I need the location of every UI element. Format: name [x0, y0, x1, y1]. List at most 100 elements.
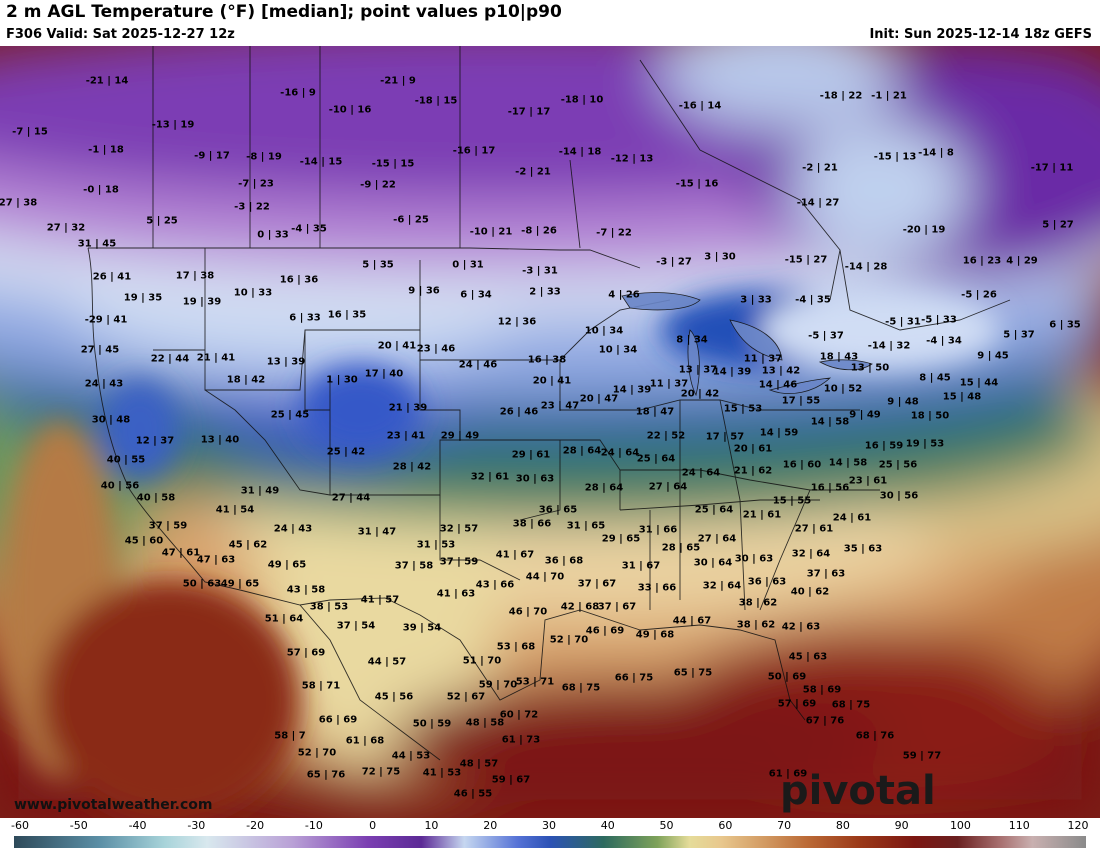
point-value: 1 | 30 — [326, 374, 358, 386]
point-value: 58 | 7 — [274, 730, 306, 742]
color-scale-label: 70 — [777, 819, 792, 832]
point-value: 50 | 59 — [412, 718, 452, 730]
point-value: 45 | 56 — [374, 691, 414, 703]
point-value: 8 | 34 — [676, 334, 708, 346]
color-scale-label: 50 — [659, 819, 674, 832]
point-value: 44 | 67 — [672, 615, 712, 627]
point-value: -18 | 10 — [560, 94, 604, 106]
point-value: 25 | 56 — [878, 459, 918, 471]
init-time: Init: Sun 2025-12-14 18z GEFS — [869, 27, 1092, 42]
point-value: 37 | 58 — [394, 560, 434, 572]
point-value: 46 | 69 — [585, 625, 625, 637]
point-value: 19 | 35 — [123, 292, 163, 304]
point-value: 36 | 65 — [538, 504, 578, 516]
point-value: 15 | 53 — [723, 403, 763, 415]
point-value: 18 | 42 — [226, 374, 266, 386]
point-value: 61 | 68 — [345, 735, 385, 747]
point-value: 72 | 75 — [361, 766, 401, 778]
point-value: 15 | 48 — [942, 391, 982, 403]
color-scale-label: 30 — [542, 819, 556, 832]
point-value: 51 | 70 — [462, 655, 502, 667]
point-value: 45 | 62 — [228, 539, 268, 551]
point-value: 38 | 66 — [512, 518, 552, 530]
point-value: 52 | 70 — [549, 634, 589, 646]
color-scale-label: 60 — [718, 819, 733, 832]
point-value: 21 | 62 — [733, 465, 773, 477]
point-value: 48 | 58 — [465, 717, 505, 729]
point-value: -14 | 8 — [918, 147, 954, 159]
point-value: 61 | 69 — [768, 768, 808, 780]
point-value: 32 | 61 — [470, 471, 510, 483]
point-value: 29 | 49 — [440, 430, 480, 442]
temperature-map: -21 | 14 -16 | 9 -21 | 9 -18 | 15 -18 | 10 -1… — [0, 46, 1100, 818]
point-value: 50 | 63 — [182, 578, 222, 590]
point-value: 68 | 76 — [855, 730, 895, 742]
color-scale-label: 90 — [894, 819, 909, 832]
point-value: -3 | 27 — [656, 256, 692, 268]
color-scale-label: 80 — [835, 819, 850, 832]
point-value: 52 | 67 — [446, 691, 486, 703]
point-value: 6 | 35 — [1049, 319, 1081, 331]
point-value: 60 | 72 — [499, 709, 539, 721]
color-scale-label: 120 — [1067, 819, 1089, 832]
point-value: 44 | 70 — [525, 571, 565, 583]
point-value: 27 | 38 — [0, 197, 38, 209]
point-value: 41 | 54 — [215, 504, 255, 516]
point-value: 31 | 45 — [77, 238, 117, 250]
point-value: 18 | 43 — [819, 351, 859, 363]
point-value: 43 | 58 — [286, 584, 326, 596]
point-value: -5 | 31 — [885, 316, 921, 328]
point-value: 59 | 70 — [478, 679, 518, 691]
point-value: 23 | 47 — [540, 400, 580, 412]
point-value: 16 | 59 — [864, 440, 904, 452]
point-value: 23 | 46 — [416, 343, 456, 355]
point-value: 51 | 64 — [264, 613, 304, 625]
point-value: 57 | 69 — [286, 647, 326, 659]
point-value: 5 | 25 — [146, 215, 178, 227]
point-value: 58 | 71 — [301, 680, 341, 692]
point-value: 28 | 65 — [661, 542, 701, 554]
point-value: 24 | 64 — [681, 467, 721, 479]
color-scale-label: -30 — [187, 819, 206, 832]
point-value: 12 | 37 — [135, 435, 175, 447]
point-value: 16 | 35 — [327, 309, 367, 321]
brand-watermark: pivotal weather — [780, 768, 966, 818]
point-value: -5 | 26 — [961, 289, 997, 301]
temperature-field — [0, 46, 1100, 818]
point-value: 9 | 45 — [977, 350, 1009, 362]
point-value: 25 | 42 — [326, 446, 366, 458]
point-value: 11 | 37 — [743, 353, 783, 365]
point-value: 14 | 39 — [612, 384, 652, 396]
point-value: -21 | 14 — [85, 75, 129, 87]
point-value: 26 | 46 — [499, 406, 539, 418]
point-value: 14 | 58 — [828, 457, 868, 469]
point-value: 22 | 52 — [646, 430, 686, 442]
point-value: 38 | 53 — [309, 601, 349, 613]
point-value: 49 | 65 — [267, 559, 307, 571]
point-value: -17 | 11 — [1030, 162, 1074, 174]
point-value: 40 | 55 — [106, 454, 146, 466]
color-scale-label: -50 — [69, 819, 88, 832]
color-scale-bar — [14, 836, 1086, 848]
point-value: 40 | 58 — [136, 492, 176, 504]
point-value: -17 | 17 — [507, 106, 551, 118]
point-value: 37 | 63 — [806, 568, 846, 580]
point-value: -14 | 32 — [867, 340, 911, 352]
point-value: -7 | 15 — [12, 126, 48, 138]
point-value: 37 | 67 — [577, 578, 617, 590]
point-value: 38 | 62 — [738, 597, 778, 609]
point-value: -21 | 9 — [380, 75, 416, 87]
point-value: 31 | 53 — [416, 539, 456, 551]
point-value: 13 | 37 — [678, 364, 718, 376]
point-value: -1 | 18 — [88, 144, 124, 156]
point-value: -5 | 37 — [808, 330, 844, 342]
point-value: -8 | 26 — [521, 225, 557, 237]
point-value: 10 | 33 — [233, 287, 273, 299]
point-value: -5 | 33 — [921, 314, 957, 326]
point-value: 6 | 33 — [289, 312, 321, 324]
point-value: -18 | 22 — [819, 90, 863, 102]
point-value: 33 | 66 — [637, 582, 677, 594]
point-value: -15 | 15 — [371, 158, 415, 170]
point-value: 22 | 44 — [150, 353, 190, 365]
point-value: 36 | 68 — [544, 555, 584, 567]
